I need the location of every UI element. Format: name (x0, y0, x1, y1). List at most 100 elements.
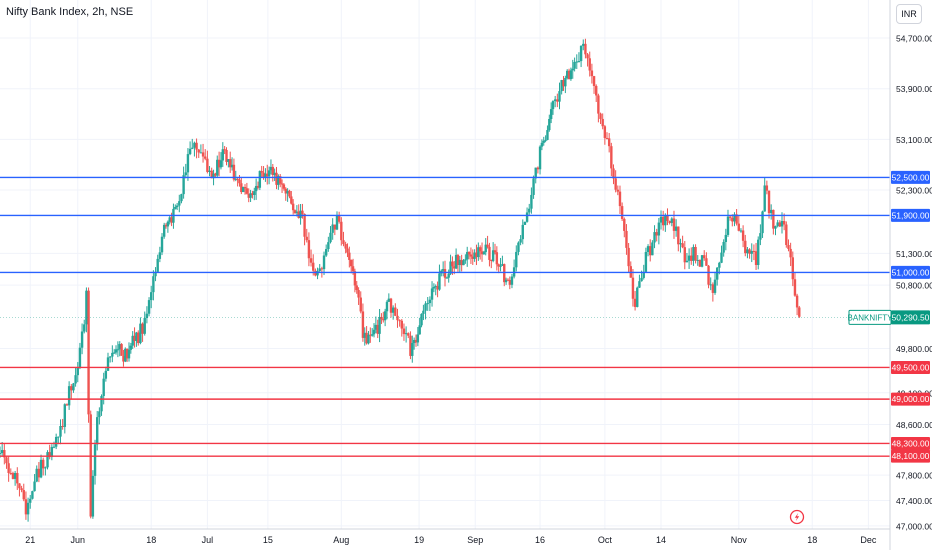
candle-down (214, 173, 217, 176)
candle-up (264, 173, 267, 177)
price-tick-label: 51,300.00 (896, 249, 932, 259)
candle-down (601, 118, 604, 127)
candle-down (402, 328, 406, 335)
candle-down (460, 259, 463, 266)
candle-down (567, 70, 571, 80)
candle-down (471, 256, 474, 259)
time-tick-label: 21 (25, 535, 35, 545)
candle-down (649, 246, 652, 256)
candle-up (566, 70, 569, 78)
candle-up (769, 209, 773, 214)
candle-down (506, 279, 510, 281)
candle-down (754, 251, 758, 265)
candle-up (571, 68, 574, 71)
candle-up (521, 224, 524, 240)
time-axis[interactable]: 21 Jun 18 Jul 15 Aug 19 Sep 16 Oct 14 Nov 18 Dec (25, 535, 877, 545)
candle-down (195, 142, 198, 150)
candle-down (503, 264, 506, 283)
candle-up (724, 234, 728, 243)
candle-down (229, 159, 232, 168)
candle-down (603, 126, 607, 138)
time-tick-label: 18 (807, 535, 817, 545)
candle-up (96, 417, 99, 445)
candle-up (374, 324, 378, 330)
candle-up (186, 154, 190, 173)
last-price-badge (891, 310, 930, 325)
candle-down (337, 215, 341, 222)
candle-down (349, 259, 353, 267)
candle-up (50, 447, 54, 458)
price-tick-label: 53,900.00 (896, 84, 932, 94)
candle-down (625, 230, 628, 248)
candle-up (640, 277, 643, 282)
candle-up (44, 467, 47, 469)
candle-up (528, 208, 531, 213)
candle-up (464, 259, 467, 261)
candle-down (407, 333, 410, 336)
candle-down (309, 258, 313, 263)
candle-down (5, 457, 8, 464)
candle-up (193, 142, 196, 148)
candle-up (544, 139, 547, 141)
candle-up (670, 218, 674, 223)
candle-up (517, 242, 520, 252)
candle-down (271, 166, 275, 176)
candle-up (188, 148, 192, 155)
candle-up (227, 159, 230, 162)
candle-down (744, 240, 747, 254)
candle-down (204, 156, 207, 159)
candle-down (223, 149, 226, 151)
candle-down (37, 468, 41, 478)
resistance-price-badge (891, 170, 930, 184)
candle-down (711, 284, 715, 293)
candle-up (367, 334, 370, 344)
candle-up (253, 191, 256, 196)
candle-up (98, 411, 101, 418)
candle-up (709, 284, 712, 286)
candle-up (174, 206, 177, 209)
candle-up (370, 334, 374, 336)
candle-up (385, 301, 389, 312)
candle-down (599, 113, 602, 119)
candle-up (416, 334, 420, 343)
candle-up (168, 217, 171, 222)
candle-down (89, 414, 92, 517)
candle-down (87, 290, 90, 415)
candle-down (409, 335, 412, 356)
candle-down (486, 244, 489, 247)
resistance-price-label: 52,500.00 (892, 172, 930, 182)
candle-down (588, 58, 591, 71)
candle-down (24, 499, 28, 515)
candle-up (67, 386, 71, 406)
candle-down (612, 168, 615, 179)
candle-up (473, 252, 476, 259)
candle-down (245, 188, 249, 194)
candle-down (346, 248, 349, 253)
candle-up (129, 345, 133, 350)
candle-up (546, 130, 549, 140)
candle-down (307, 240, 311, 259)
candle-up (692, 246, 695, 261)
candle-up (160, 236, 164, 253)
candle-down (620, 206, 624, 219)
candle-up (713, 279, 717, 293)
candle-down (655, 232, 658, 236)
candle-down (694, 246, 697, 261)
flash-icon[interactable] (789, 509, 805, 525)
candle-up (180, 194, 183, 202)
candle-up (154, 271, 157, 277)
price-tick-label: 47,800.00 (896, 471, 932, 481)
candle-down (247, 193, 250, 198)
candle-up (432, 286, 436, 289)
candle-up (482, 252, 486, 255)
candle-down (348, 252, 351, 260)
candle-up (26, 502, 30, 515)
candle-up (636, 287, 639, 307)
candle-up (329, 232, 332, 243)
candle-down (357, 290, 360, 298)
candle-up (674, 226, 678, 231)
candle-up (135, 332, 138, 341)
currency-button[interactable]: INR (896, 4, 922, 24)
